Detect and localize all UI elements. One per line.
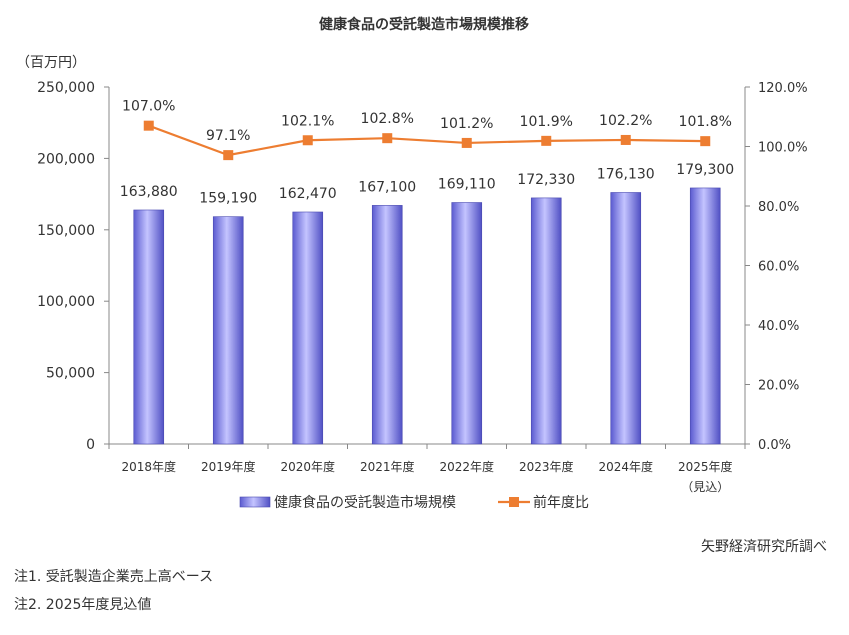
ratio-data-label: 101.2%	[440, 116, 493, 132]
legend-bar-label: 健康食品の受託製造市場規模	[274, 494, 456, 511]
bar-data-label: 162,470	[279, 186, 337, 202]
left-axis-tick-label: 150,000	[37, 223, 95, 239]
legend-line-marker	[509, 497, 519, 507]
bar-data-labels: 163,880 159,190 162,470 167,100 169,110 172,3…	[120, 162, 734, 207]
note-2: 注2. 2025年度見込値	[14, 597, 152, 613]
x-axis-tick-label: 2022年度	[439, 459, 494, 474]
ratio-line-series	[143, 120, 711, 161]
bar-data-label: 176,130	[597, 166, 655, 182]
ratio-data-label: 102.1%	[281, 113, 334, 129]
bar	[530, 197, 562, 445]
left-axis-tick-label: 200,000	[37, 151, 95, 167]
x-axis-tick-sublabel: （見込）	[681, 480, 729, 494]
bar-data-label: 163,880	[120, 184, 178, 200]
y-axis-unit-label: （百万円）	[16, 55, 86, 71]
ratio-point	[620, 134, 631, 145]
ratio-data-label: 101.8%	[679, 114, 732, 130]
legend: 健康食品の受託製造市場規模 前年度比	[239, 494, 589, 511]
chart-title: 健康食品の受託製造市場規模推移	[319, 16, 529, 33]
axes: 0 50,000 100,000 150,000 200,000 250,000 0.0% 2…	[37, 80, 807, 494]
right-axis-tick-label: 100.0%	[758, 141, 808, 156]
ratio-data-label: 97.1%	[206, 128, 250, 144]
left-axis-tick-label: 100,000	[37, 294, 95, 310]
ratio-point	[302, 135, 313, 146]
ratio-line	[148, 124, 706, 157]
left-axis-tick-label: 0	[86, 437, 95, 453]
ratio-point	[223, 150, 234, 161]
ratio-point	[700, 136, 711, 147]
right-axis-tick-label: 80.0%	[758, 200, 799, 215]
bar	[610, 192, 642, 445]
legend-line-label: 前年度比	[533, 494, 589, 511]
bar-data-label: 169,110	[438, 177, 496, 193]
bar	[451, 202, 483, 445]
x-axis-tick-label: 2019年度	[201, 459, 256, 474]
right-axis-tick-label: 0.0%	[758, 438, 791, 453]
left-axis-tick-label: 250,000	[37, 80, 95, 96]
source-credit: 矢野経済研究所調べ	[701, 539, 827, 555]
bar	[689, 187, 721, 445]
bar-data-label: 172,330	[517, 172, 575, 188]
legend-bar-swatch	[239, 496, 271, 508]
right-axis-tick-label: 60.0%	[758, 260, 799, 275]
ratio-data-label: 101.9%	[520, 114, 573, 130]
bar-data-label: 167,100	[358, 179, 416, 195]
ratio-data-labels: 107.0% 97.1% 102.1% 102.8% 101.2% 101.9% 102.2…	[122, 99, 732, 144]
x-axis-tick-label: 2024年度	[598, 459, 653, 474]
x-axis-tick-label: 2020年度	[280, 459, 335, 474]
bar	[371, 205, 403, 445]
ratio-data-label: 102.8%	[361, 111, 414, 127]
bar-data-label: 179,300	[676, 162, 734, 178]
left-axis-tick-label: 50,000	[46, 366, 95, 382]
x-axis-tick-label: 2018年度	[121, 459, 176, 474]
note-1: 注1. 受託製造企業売上高ベース	[14, 569, 214, 585]
ratio-point	[382, 133, 393, 144]
ratio-point	[143, 120, 154, 131]
bar-series	[133, 187, 721, 445]
right-axis-tick-label: 40.0%	[758, 319, 799, 334]
ratio-point	[541, 135, 552, 146]
ratio-point	[461, 137, 472, 148]
ratio-data-label: 107.0%	[122, 99, 175, 115]
bar-data-label: 159,190	[199, 191, 257, 207]
x-axis-tick-label: 2025年度	[678, 459, 733, 474]
right-axis-tick-label: 20.0%	[758, 379, 799, 394]
bar	[212, 216, 244, 445]
ratio-data-label: 102.2%	[599, 113, 652, 129]
bar	[292, 211, 324, 445]
bar	[133, 209, 165, 445]
right-axis-tick-label: 120.0%	[758, 81, 808, 96]
x-axis-tick-label: 2023年度	[519, 459, 574, 474]
x-axis-tick-label: 2021年度	[360, 459, 415, 474]
